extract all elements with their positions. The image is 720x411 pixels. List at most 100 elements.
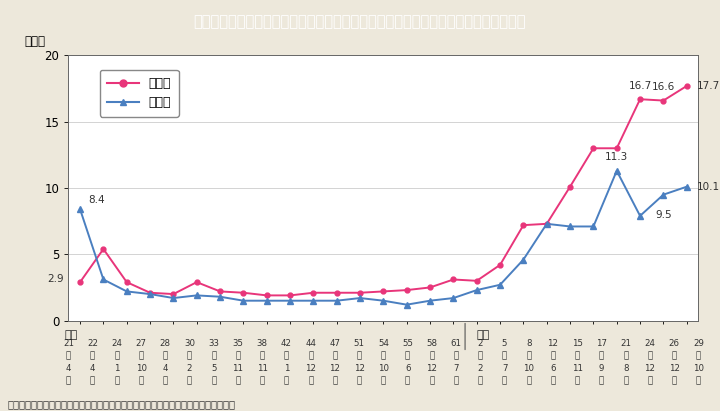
Text: 1: 1: [114, 364, 120, 373]
Text: 9.5: 9.5: [655, 210, 672, 220]
Text: 11: 11: [257, 364, 268, 373]
Text: 1: 1: [284, 364, 289, 373]
Text: 月: 月: [647, 376, 652, 385]
Text: 12: 12: [354, 364, 364, 373]
Text: 月: 月: [381, 376, 386, 385]
Text: 年: 年: [551, 351, 556, 360]
Text: 17: 17: [596, 339, 607, 348]
Text: 42: 42: [281, 339, 292, 348]
Text: 44: 44: [305, 339, 316, 348]
Text: 月: 月: [478, 376, 483, 385]
Text: 平成: 平成: [477, 330, 490, 339]
Text: 月: 月: [454, 376, 459, 385]
Text: 年: 年: [163, 351, 168, 360]
Text: 4: 4: [66, 364, 71, 373]
Text: 11.3: 11.3: [605, 152, 629, 162]
Text: 月: 月: [405, 376, 410, 385]
Text: 16.7: 16.7: [629, 81, 652, 91]
Text: 8: 8: [526, 339, 531, 348]
Text: 年: 年: [235, 351, 240, 360]
Text: 24: 24: [644, 339, 655, 348]
Text: 月: 月: [672, 376, 677, 385]
Text: 2: 2: [186, 364, 192, 373]
Text: 年: 年: [405, 351, 410, 360]
Text: 月: 月: [284, 376, 289, 385]
Text: 月: 月: [551, 376, 556, 385]
Text: 6: 6: [550, 364, 556, 373]
Text: 2: 2: [477, 364, 483, 373]
Text: 年: 年: [696, 351, 701, 360]
Text: 54: 54: [378, 339, 389, 348]
Text: 28: 28: [160, 339, 171, 348]
Text: 10.1: 10.1: [696, 182, 719, 192]
Text: 12: 12: [426, 364, 437, 373]
Text: 11: 11: [233, 364, 243, 373]
Text: 10: 10: [523, 364, 534, 373]
Text: 年: 年: [478, 351, 483, 360]
Text: 月: 月: [187, 376, 192, 385]
Text: 10: 10: [135, 364, 147, 373]
Text: 33: 33: [208, 339, 220, 348]
Text: 月: 月: [502, 376, 507, 385]
Text: 12: 12: [330, 364, 341, 373]
Text: 月: 月: [429, 376, 434, 385]
Text: 58: 58: [426, 339, 437, 348]
Text: 月: 月: [599, 376, 604, 385]
Text: 22: 22: [87, 339, 98, 348]
Text: 月: 月: [138, 376, 144, 385]
Text: 年: 年: [66, 351, 71, 360]
Text: 年: 年: [138, 351, 144, 360]
Text: 4: 4: [163, 364, 168, 373]
Legend: 候補者, 当選者: 候補者, 当選者: [100, 70, 179, 117]
Text: 年: 年: [114, 351, 120, 360]
Text: 26: 26: [669, 339, 680, 348]
Text: 61: 61: [451, 339, 462, 348]
Text: 2.9: 2.9: [47, 275, 63, 284]
Text: 11: 11: [572, 364, 582, 373]
Text: 10: 10: [693, 364, 704, 373]
Text: （備考）総務省「衆議院議員総選挙・最高裁判所裁判官国民審査結果調」より作成。: （備考）総務省「衆議院議員総選挙・最高裁判所裁判官国民審査結果調」より作成。: [7, 399, 235, 409]
Text: 月: 月: [163, 376, 168, 385]
Text: 月: 月: [90, 376, 95, 385]
Text: 月: 月: [623, 376, 629, 385]
Text: 年: 年: [308, 351, 313, 360]
Text: 年: 年: [284, 351, 289, 360]
Text: 月: 月: [114, 376, 120, 385]
Text: 4: 4: [90, 364, 95, 373]
Text: （％）: （％）: [24, 35, 45, 48]
Text: 10: 10: [378, 364, 389, 373]
Text: 47: 47: [330, 339, 341, 348]
Text: 12: 12: [669, 364, 680, 373]
Text: 月: 月: [211, 376, 216, 385]
Text: 年: 年: [502, 351, 507, 360]
Text: 年: 年: [187, 351, 192, 360]
Text: 12: 12: [547, 339, 559, 348]
Text: 6: 6: [405, 364, 410, 373]
Text: 月: 月: [526, 376, 531, 385]
Text: 年: 年: [599, 351, 604, 360]
Text: 月: 月: [308, 376, 313, 385]
Text: 12: 12: [305, 364, 316, 373]
Text: 年: 年: [381, 351, 386, 360]
Text: 月: 月: [356, 376, 361, 385]
Text: 年: 年: [623, 351, 629, 360]
Text: 30: 30: [184, 339, 195, 348]
Text: 16.6: 16.6: [652, 82, 675, 92]
Text: 年: 年: [647, 351, 652, 360]
Text: 月: 月: [66, 376, 71, 385]
Text: 12: 12: [644, 364, 655, 373]
Text: 月: 月: [260, 376, 265, 385]
Text: 2: 2: [477, 339, 483, 348]
Text: 21: 21: [620, 339, 631, 348]
Text: 月: 月: [235, 376, 240, 385]
Text: 年: 年: [526, 351, 531, 360]
Text: 38: 38: [257, 339, 268, 348]
Text: 24: 24: [112, 339, 122, 348]
Text: 年: 年: [211, 351, 216, 360]
Text: 17.7: 17.7: [696, 81, 720, 91]
Text: 5: 5: [211, 364, 217, 373]
Text: 21: 21: [63, 339, 74, 348]
Text: 年: 年: [333, 351, 338, 360]
Text: 月: 月: [333, 376, 338, 385]
Text: 8.4: 8.4: [89, 195, 105, 205]
